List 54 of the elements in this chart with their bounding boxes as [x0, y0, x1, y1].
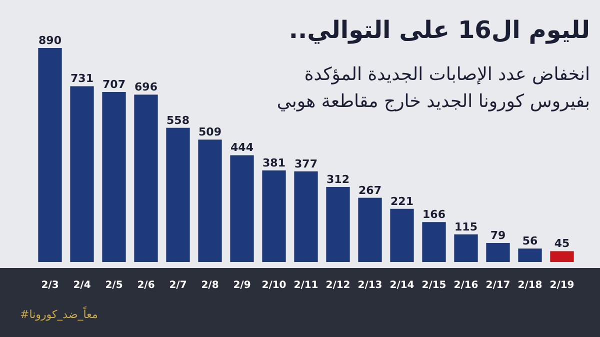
- x-tick-label: 2/15: [422, 280, 446, 291]
- data-label: 79: [490, 229, 506, 242]
- data-label: 221: [390, 194, 414, 208]
- bar: [166, 128, 190, 262]
- data-label: 444: [230, 141, 254, 154]
- bar: [102, 92, 126, 262]
- x-tick-label: 2/11: [294, 280, 318, 291]
- data-label: 377: [294, 157, 318, 170]
- bar: [70, 86, 94, 262]
- data-label: 707: [102, 78, 126, 91]
- data-label: 890: [38, 34, 62, 47]
- data-label: 56: [522, 234, 538, 248]
- data-label: 381: [262, 156, 286, 170]
- x-tick-label: 2/4: [73, 280, 91, 291]
- chart-title: لليوم ال16 على التوالي..: [288, 16, 590, 44]
- x-tick-label: 2/14: [390, 280, 414, 291]
- x-tick-label: 2/5: [105, 280, 123, 291]
- data-label: 166: [422, 208, 446, 222]
- bar: [198, 140, 222, 262]
- bar: [294, 171, 318, 262]
- bar: [262, 170, 286, 262]
- data-label: 696: [134, 80, 158, 94]
- bar: [550, 251, 574, 262]
- bar: [422, 222, 446, 262]
- x-tick-label: 2/3: [41, 280, 59, 291]
- x-tick-label: 2/17: [486, 280, 510, 291]
- bar: [38, 48, 62, 262]
- bar: [454, 234, 478, 262]
- data-label: 267: [358, 184, 382, 197]
- data-label: 312: [326, 172, 350, 186]
- bar: [518, 248, 542, 262]
- x-tick-label: 2/12: [326, 280, 350, 291]
- x-tick-label: 2/6: [137, 280, 155, 291]
- x-tick-label: 2/19: [550, 280, 574, 291]
- x-tick-label: 2/18: [518, 280, 542, 291]
- data-label: 115: [454, 220, 478, 234]
- x-tick-label: 2/7: [169, 280, 187, 291]
- data-label: 509: [198, 126, 222, 139]
- x-tick-label: 2/8: [201, 280, 219, 291]
- text: انخفاض عدد الإصابات الجديدة المؤكدة بفيروس كورونا الجديد خارج مقاطعة هوبي: [276, 64, 590, 112]
- x-tick-label: 2/13: [358, 280, 382, 291]
- data-label: 731: [70, 72, 94, 86]
- x-tick-label: 2/16: [454, 280, 478, 291]
- bar: [134, 94, 158, 262]
- bar: [230, 155, 254, 262]
- bar: [486, 243, 510, 262]
- x-tick-label: 2/10: [262, 280, 286, 291]
- bar: [390, 208, 414, 262]
- x-tick-label: 2/9: [233, 280, 251, 291]
- bar: [326, 186, 350, 262]
- text: #معاً_ضد_كورونا: [20, 306, 98, 321]
- bar: [358, 198, 382, 262]
- data-label: 45: [554, 237, 570, 250]
- data-label: 558: [166, 114, 190, 127]
